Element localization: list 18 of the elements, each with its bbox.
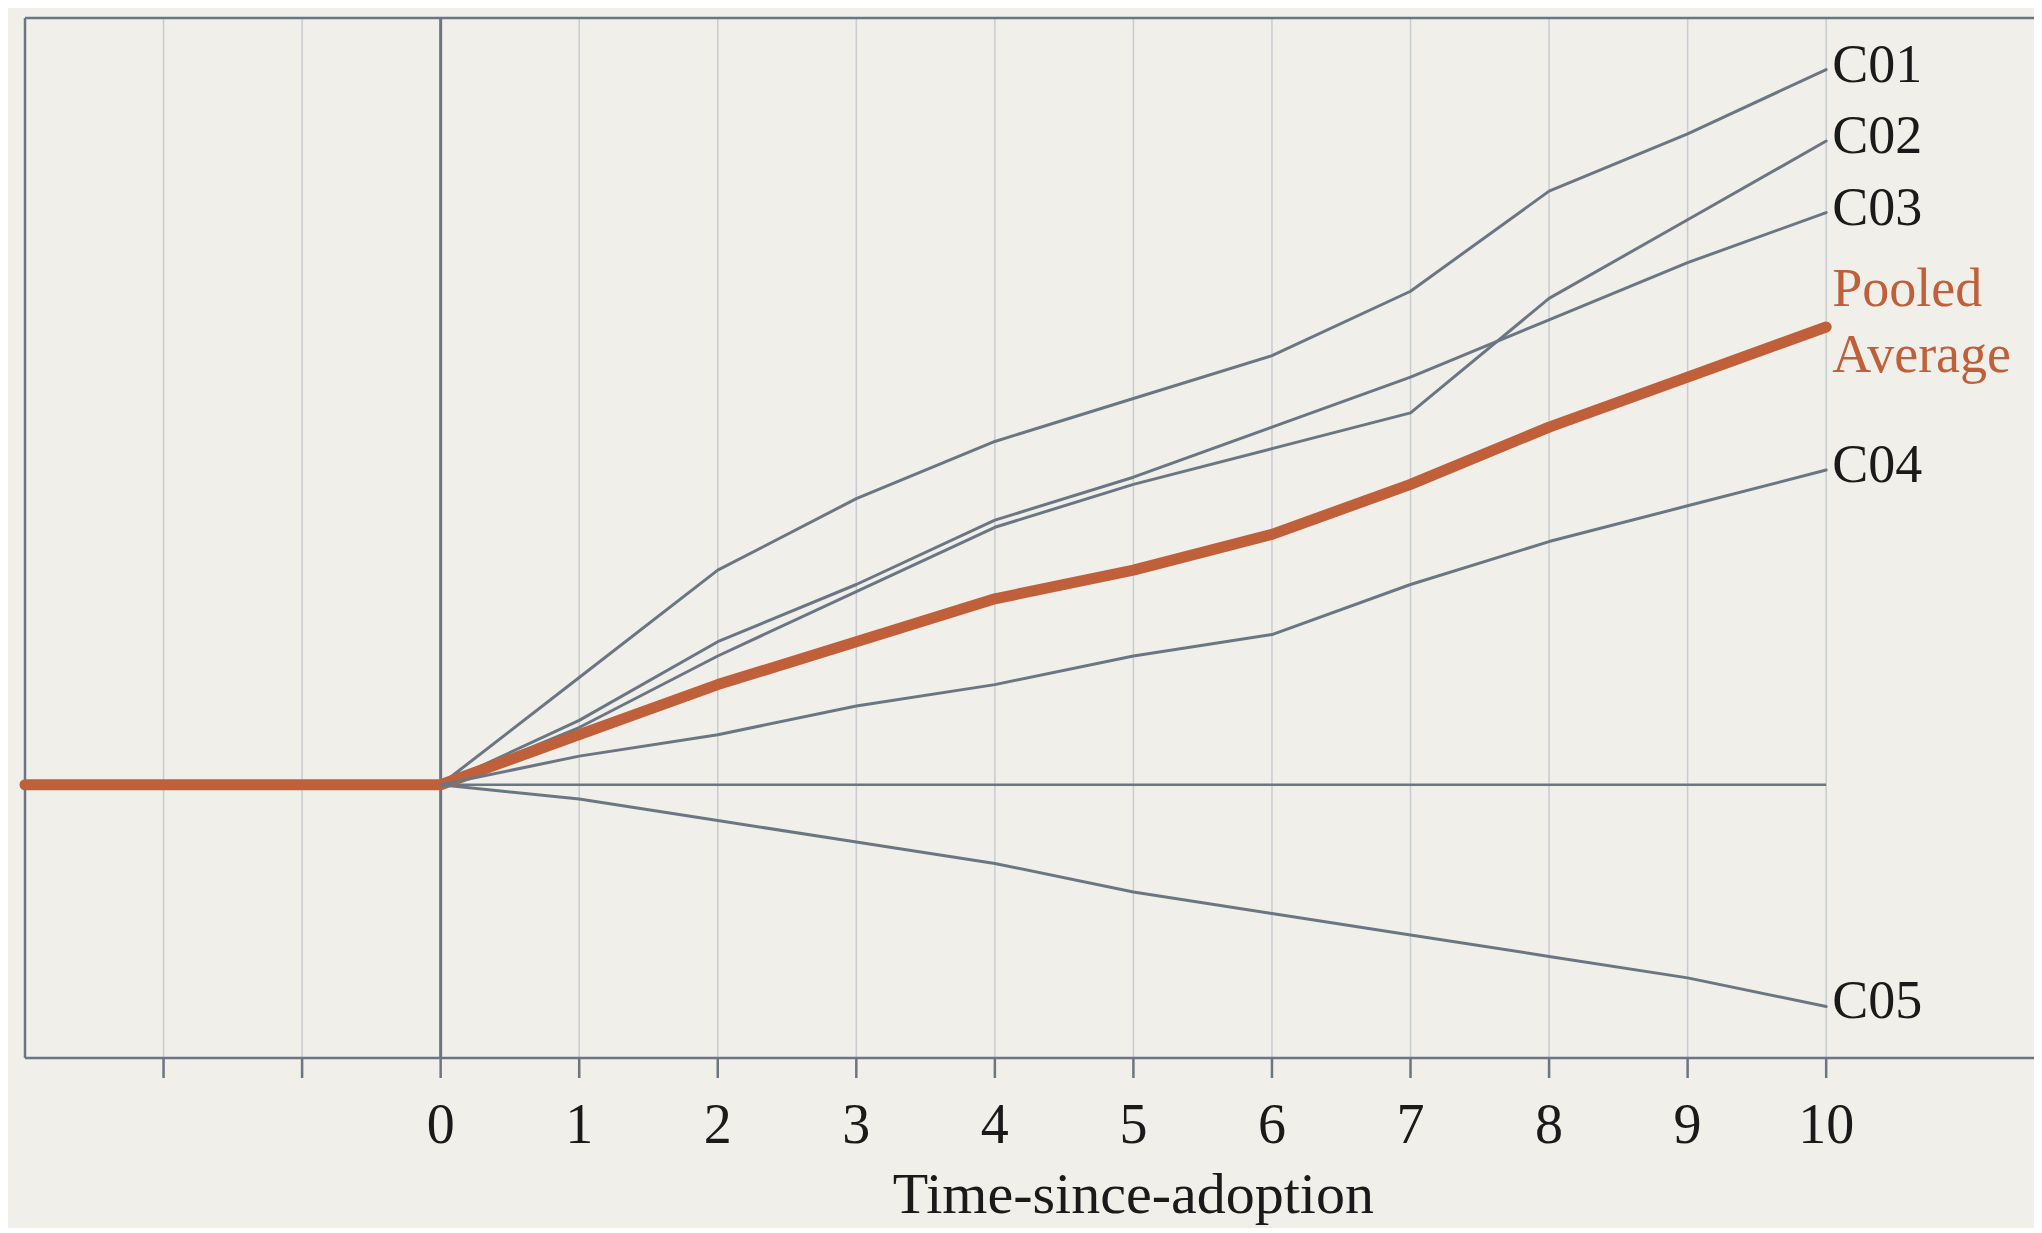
- x-tick-label: 5: [1119, 1093, 1148, 1155]
- series-label: C04: [1832, 434, 1923, 495]
- x-tick-label: 3: [842, 1093, 871, 1155]
- x-tick-label: 1: [565, 1093, 594, 1155]
- series-label: C05: [1832, 970, 1923, 1031]
- series-label: Pooled Average: [1832, 258, 2012, 385]
- x-tick-label: 0: [426, 1093, 455, 1155]
- x-tick-label: 7: [1396, 1093, 1425, 1155]
- x-tick-label: 9: [1673, 1093, 1702, 1155]
- series-label: C02: [1832, 105, 1923, 166]
- x-tick-label: 6: [1257, 1093, 1286, 1155]
- x-tick-label: 8: [1535, 1093, 1564, 1155]
- x-tick-label: 4: [980, 1093, 1009, 1155]
- series-label: C01: [1832, 33, 1923, 94]
- x-tick-label: 2: [703, 1093, 732, 1155]
- x-axis-title: Time-since-adoption: [892, 1161, 1374, 1226]
- x-tick-label: 10: [1798, 1093, 1855, 1155]
- series-label: C03: [1832, 176, 1923, 237]
